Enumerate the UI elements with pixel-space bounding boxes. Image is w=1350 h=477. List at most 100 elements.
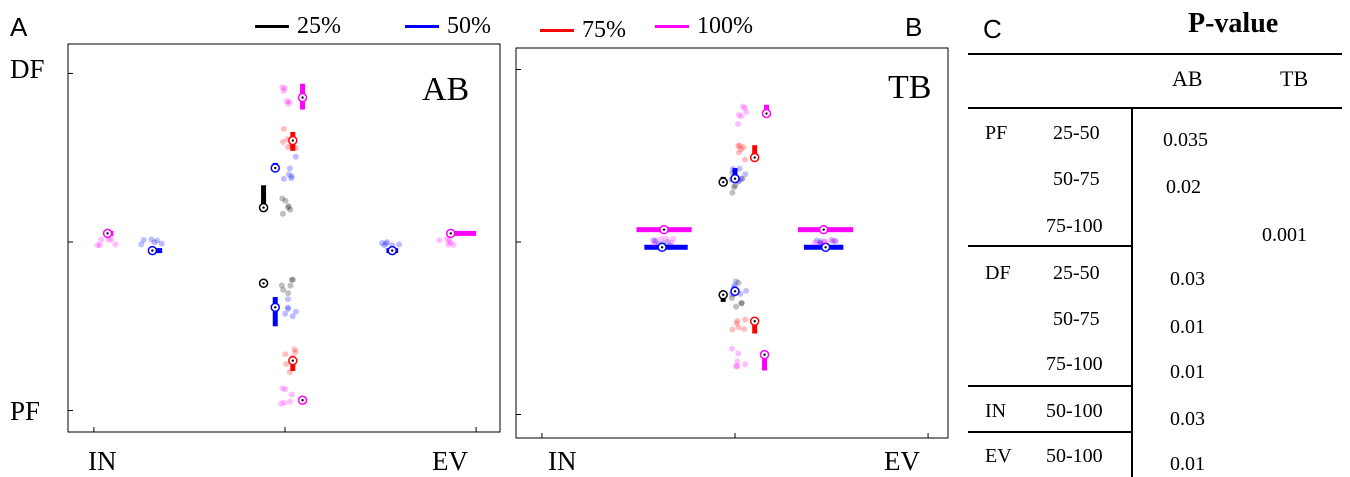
table-row-7-range: 50-100 xyxy=(1046,445,1103,467)
subject-dot xyxy=(285,203,292,210)
subject-dot xyxy=(813,237,820,244)
mean-marker-center xyxy=(662,228,666,231)
subject-dot xyxy=(663,235,670,242)
axis-label-df-a: DF xyxy=(10,54,45,84)
subject-dot xyxy=(450,241,457,248)
table-row-4-range: 50-75 xyxy=(1053,308,1100,330)
subject-dot xyxy=(664,239,671,246)
panel-letter-c: C xyxy=(983,14,1002,44)
mean-marker-center xyxy=(733,177,737,180)
subject-dot xyxy=(148,236,155,243)
subject-dot xyxy=(283,98,290,105)
mean-marker-center xyxy=(262,282,265,285)
subject-dot xyxy=(282,386,289,393)
table-row-2-tb: 0.001 xyxy=(1262,224,1307,246)
subject-dot xyxy=(280,286,287,293)
subject-dot xyxy=(741,326,748,333)
legend-label-25: 25% xyxy=(297,12,341,39)
subject-dot xyxy=(735,149,742,156)
mean-marker-center xyxy=(721,180,725,184)
subject-dot xyxy=(734,358,741,365)
mean-marker-center xyxy=(733,290,737,293)
subject-dot xyxy=(829,237,836,244)
table-row-3-group: DF xyxy=(985,262,1011,284)
subject-dot xyxy=(285,171,292,178)
table-title: P-value xyxy=(1188,8,1279,39)
subject-dot xyxy=(105,236,112,243)
mean-marker-center xyxy=(274,166,277,170)
subject-dot xyxy=(738,146,745,153)
legend-item-25: 25% xyxy=(255,8,341,44)
axis-label-ev-b: EV xyxy=(884,446,920,476)
subject-dot xyxy=(738,300,745,307)
subject-dot xyxy=(285,204,292,211)
subject-dot xyxy=(817,238,824,245)
subject-dot xyxy=(729,189,736,196)
subject-dot xyxy=(292,153,299,160)
subject-dot xyxy=(735,143,742,150)
subject-dot xyxy=(291,346,298,353)
table-row-5-range: 75-100 xyxy=(1046,353,1103,375)
table-row-5-ab: 0.01 xyxy=(1170,361,1205,383)
subject-dot xyxy=(734,120,741,127)
table-header-tb: TB xyxy=(1280,66,1309,91)
range-bar xyxy=(152,248,163,254)
subject-dot xyxy=(733,320,740,327)
panel-letter-a: A xyxy=(10,12,28,42)
subject-dot xyxy=(381,242,388,249)
subject-dot xyxy=(738,113,745,120)
subject-dot xyxy=(154,237,161,244)
legend-label-75: 75% xyxy=(582,16,626,43)
subject-dot xyxy=(729,345,736,352)
subject-dot xyxy=(742,316,749,323)
plot-frame-b xyxy=(515,47,949,439)
subject-dot xyxy=(733,363,740,370)
subject-dot xyxy=(828,237,835,244)
axis-label-pf-a: PF xyxy=(10,396,41,426)
legend-label-50: 50% xyxy=(447,12,491,39)
subject-dot xyxy=(288,175,295,182)
mean-marker-center xyxy=(449,232,452,235)
subject-dot xyxy=(670,235,677,242)
subject-dot xyxy=(650,237,657,244)
subject-dot xyxy=(739,103,746,110)
subject-dot xyxy=(281,399,288,406)
panel-letter-b: B xyxy=(905,12,923,42)
legend-item-50: 50% xyxy=(405,8,491,44)
subject-dot xyxy=(436,237,443,244)
axis-label-in-b: IN xyxy=(548,446,577,476)
mean-marker-center xyxy=(721,293,725,296)
plot-frame-a xyxy=(67,43,501,433)
mean-marker-center xyxy=(262,206,265,209)
legend-item-75: 75% xyxy=(540,12,626,48)
subject-dot xyxy=(729,326,736,333)
subject-dot xyxy=(735,350,742,357)
table-row-3-ab: 0.03 xyxy=(1170,268,1205,290)
subject-dot xyxy=(283,361,290,368)
plot-title-a: AB xyxy=(422,71,469,108)
subject-dot xyxy=(728,295,735,302)
subject-dot xyxy=(396,241,403,248)
subject-dot xyxy=(278,282,285,289)
mean-marker-center xyxy=(753,320,756,323)
subject-dot xyxy=(96,242,103,249)
subject-dot xyxy=(286,165,293,172)
table-row-6-ab: 0.03 xyxy=(1170,408,1205,430)
subject-dot xyxy=(287,206,294,213)
subject-dot xyxy=(382,240,389,247)
mean-marker-center xyxy=(824,246,827,249)
table-row-7-group: EV xyxy=(985,445,1012,467)
subject-dot xyxy=(736,165,743,172)
subject-dot xyxy=(743,287,750,294)
subject-dot xyxy=(285,305,292,312)
mean-marker-center xyxy=(660,246,664,249)
subject-dot xyxy=(652,237,659,244)
subject-dot xyxy=(284,304,291,311)
table-row-4-ab: 0.01 xyxy=(1170,316,1205,338)
subject-dot xyxy=(287,282,294,289)
subject-dot xyxy=(288,276,295,283)
subject-dot xyxy=(284,296,291,303)
table-row-0-ab: 0.035 xyxy=(1163,129,1208,151)
subject-dot xyxy=(285,143,292,150)
subject-dot xyxy=(112,241,119,248)
